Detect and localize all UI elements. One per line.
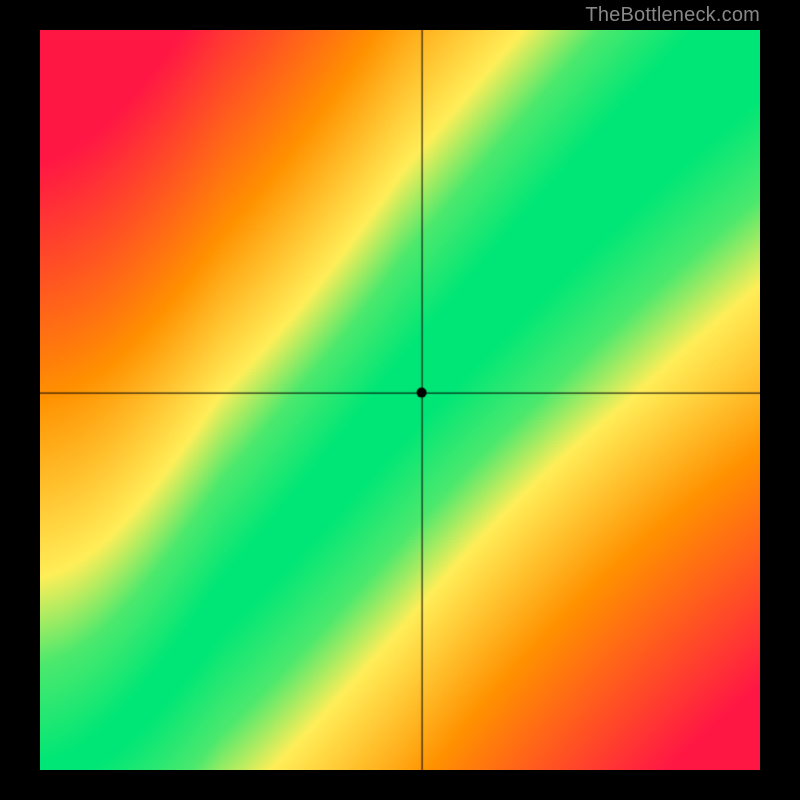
heatmap-plot [40,30,760,770]
chart-container: TheBottleneck.com [0,0,800,800]
watermark-text: TheBottleneck.com [585,4,760,27]
heatmap-canvas [40,30,760,770]
